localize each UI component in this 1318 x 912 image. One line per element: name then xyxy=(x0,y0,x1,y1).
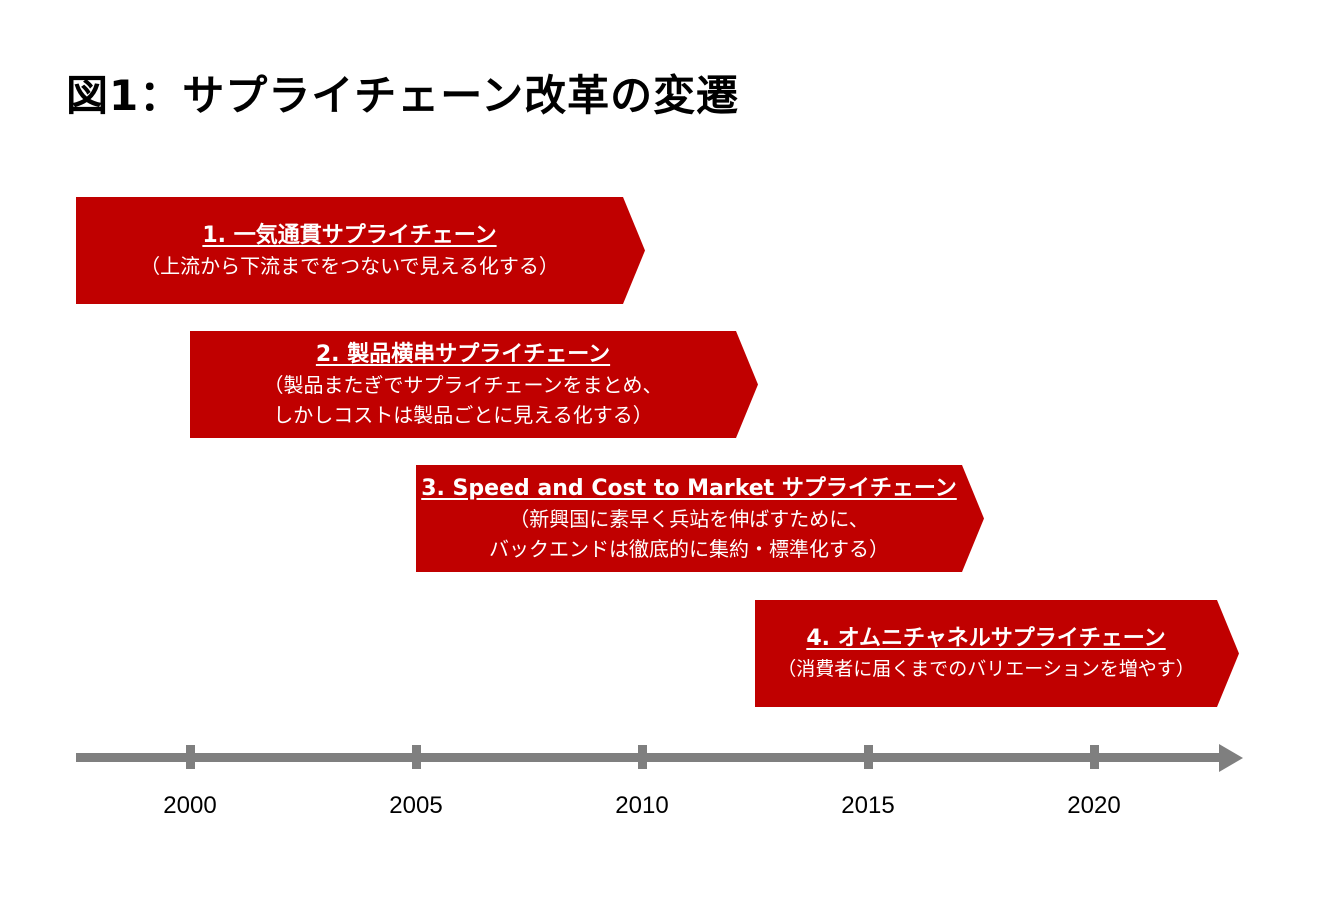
phase-arrow-4: 4. オムニチャネルサプライチェーン （消費者に届くまでのバリエーションを増やす… xyxy=(755,600,1239,707)
timeline-tick-2020 xyxy=(1090,745,1099,769)
timeline-year-2020: 2020 xyxy=(1067,792,1121,819)
phase-heading: 2. 製品横串サプライチェーン xyxy=(315,341,611,367)
phase-description: （上流から下流までをつないで見える化する） xyxy=(140,253,559,278)
phase-arrow-3: 3. Speed and Cost to Market サプライチェーン （新興… xyxy=(416,465,984,572)
phase-description: バックエンドは徹底的に集約・標準化する） xyxy=(489,536,889,561)
timeline-year-2005: 2005 xyxy=(389,792,443,819)
phase-description: （新興国に素早く兵站を伸ばすために、 xyxy=(509,506,869,531)
phase-description: （消費者に届くまでのバリエーションを増やす） xyxy=(777,657,1195,680)
timeline-tick-2005 xyxy=(412,745,421,769)
timeline-tick-2010 xyxy=(638,745,647,769)
phase-heading: 4. オムニチャネルサプライチェーン xyxy=(806,625,1166,651)
timeline-year-2000: 2000 xyxy=(163,792,217,819)
phase-description: （製品またぎでサプライチェーンをまとめ、 xyxy=(263,372,663,397)
timeline-year-2010: 2010 xyxy=(615,792,669,819)
phase-arrow-2: 2. 製品横串サプライチェーン （製品またぎでサプライチェーンをまとめ、 しかし… xyxy=(190,331,758,438)
phase-heading: 3. Speed and Cost to Market サプライチェーン xyxy=(421,475,957,501)
page-title: 図1：サプライチェーン改革の変遷 xyxy=(66,71,740,120)
timeline-tick-2000 xyxy=(186,745,195,769)
timeline-tick-2015 xyxy=(864,745,873,769)
phase-heading: 1. 一気通貫サプライチェーン xyxy=(202,222,497,248)
timeline-year-2015: 2015 xyxy=(841,792,895,819)
timeline-arrowhead xyxy=(1219,744,1243,772)
phase-arrow-1: 1. 一気通貫サプライチェーン （上流から下流までをつないで見える化する） xyxy=(76,197,645,304)
phase-description: しかしコストは製品ごとに見える化する） xyxy=(273,402,653,427)
timeline-axis xyxy=(76,753,1224,762)
